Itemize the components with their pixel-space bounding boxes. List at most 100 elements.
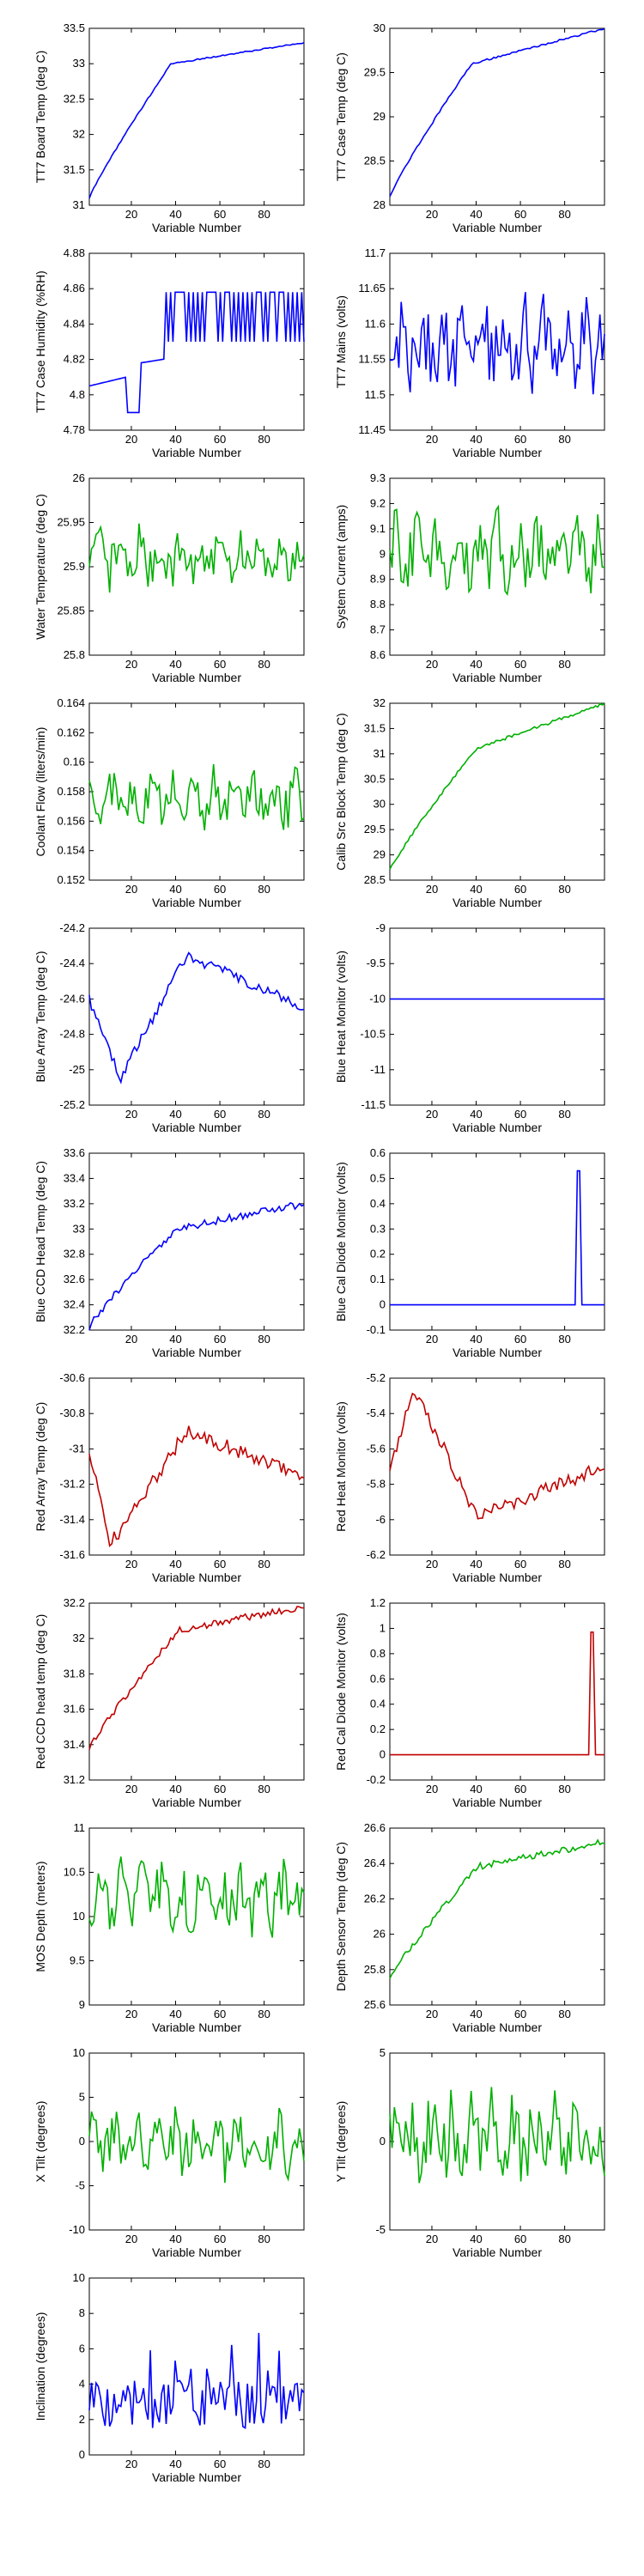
subplot-13: -31.6 -31.4 -31.2 -31 -30.8 -30.6 20 40 60 80 Vari… [33,1371,305,1584]
y-tick-label: 9 [79,1998,85,2011]
x-tick-label: 40 [470,1558,482,1571]
y-axis-label: TT7 Case Humidity (%RH) [33,270,47,413]
x-tick-label: 20 [125,1333,137,1346]
y-tick-label: 31 [374,747,386,760]
x-tick-label: 60 [214,208,226,221]
y-tick-label: -5.8 [367,1478,386,1491]
y-tick-label: 8.8 [370,598,386,611]
x-axis-label: Variable Number [152,2020,241,2034]
series-line [389,504,605,597]
x-axis-label: Variable Number [453,671,542,684]
y-tick-label: 4.86 [64,282,85,295]
y-tick-label: 0.2 [370,1722,386,1735]
y-tick-label: 0.6 [370,1146,386,1159]
axes-box [389,477,605,656]
y-axis-label: TT7 Mains (volts) [334,295,348,388]
x-tick-label: 60 [514,1108,526,1121]
x-tick-label: 40 [470,1333,482,1346]
y-axis-label: Depth Sensor Temp (deg C) [334,1842,348,1991]
subplot-14: -6.2 -6 -5.8 -5.6 -5.4 -5.2 20 40 60 80 Variable N… [334,1371,605,1584]
x-tick-label: 20 [125,433,137,446]
x-tick-label: 60 [514,1783,526,1795]
x-tick-label: 20 [125,1108,137,1121]
subplot-7: 0.152 0.154 0.156 0.158 0.16 0.162 0.164 20 40 60… [33,696,305,909]
subplot-21: 0 2 4 6 8 10 20 40 60 80 Variable Number Inclinatio… [33,2271,305,2484]
x-tick-label: 60 [514,208,526,221]
axes-box [389,1152,605,1331]
y-tick-label: 4 [79,2378,85,2391]
y-tick-label: 29 [374,110,386,123]
subplot-15: 31.2 31.4 31.6 31.8 32 32.2 20 40 60 80 Variable N… [33,1596,305,1809]
x-axis-label: Variable Number [152,671,241,684]
y-tick-label: 30 [374,798,386,811]
y-tick-label: 8.9 [370,573,386,586]
y-tick-label: -25 [69,1063,85,1076]
y-axis-label: MOS Depth (meters) [33,1861,47,1971]
x-tick-label: 40 [470,883,482,896]
x-axis-label: Variable Number [453,2245,542,2259]
y-tick-label: 8.6 [370,648,386,661]
y-tick-label: 0.152 [57,873,85,886]
x-tick-label: 20 [426,208,438,221]
y-tick-label: 26.6 [364,1821,386,1834]
x-axis-label: Variable Number [453,2020,542,2034]
y-tick-label: 0.16 [64,756,85,769]
y-tick-label: -24.8 [59,1028,85,1041]
x-tick-label: 80 [558,1108,570,1121]
y-tick-label: 26 [374,1928,386,1941]
y-tick-label: -10 [369,992,386,1005]
x-axis-label: Variable Number [453,221,542,234]
y-tick-label: -31 [69,1442,85,1455]
y-tick-label: 25.8 [364,1963,386,1976]
y-tick-label: 0.3 [370,1222,386,1235]
y-tick-label: 0.1 [370,1273,386,1285]
series-line [390,1631,605,1756]
x-tick-label: 80 [558,2233,570,2245]
y-tick-label: -11.5 [361,1098,386,1111]
y-tick-label: 8 [79,2306,85,2319]
x-tick-label: 80 [558,1783,570,1795]
x-tick-label: 20 [125,2233,137,2245]
x-tick-label: 80 [558,883,570,896]
series-line [88,41,305,199]
y-axis-label: Inclination (degrees) [33,2312,47,2421]
y-tick-label: 4.8 [70,388,85,401]
y-tick-label: -30.6 [59,1371,85,1384]
series-line [88,1425,305,1547]
x-tick-label: 40 [169,2008,181,2020]
x-tick-label: 80 [258,883,270,896]
x-tick-label: 60 [514,433,526,446]
series-line [390,1170,605,1306]
y-tick-label: 31 [73,198,85,211]
subplot-2: 28 28.5 29 29.5 30 20 40 60 80 Variable Number TT7… [334,21,605,234]
x-tick-label: 20 [125,658,137,671]
y-tick-label: 26.2 [364,1892,386,1905]
y-axis-label: Red CCD head temp (deg C) [33,1614,47,1770]
axes-box [88,1152,305,1331]
y-tick-label: -5.6 [367,1442,386,1455]
x-tick-label: 40 [169,1558,181,1571]
y-tick-label: -6.2 [367,1548,386,1561]
y-tick-label: 25.8 [64,648,85,661]
axes-box [389,1377,605,1556]
x-tick-label: 60 [214,1108,226,1121]
x-tick-label: 20 [426,433,438,446]
axes-box [88,702,305,881]
x-tick-label: 60 [214,2458,226,2470]
y-tick-label: 31.5 [364,721,386,734]
x-tick-label: 40 [169,208,181,221]
series-line [88,951,305,1084]
y-tick-label: 32.2 [64,1596,85,1609]
x-tick-label: 80 [258,2008,270,2020]
y-tick-label: 9 [380,547,386,560]
x-tick-label: 80 [258,208,270,221]
y-tick-label: 9.2 [370,496,386,509]
x-tick-label: 40 [470,658,482,671]
y-tick-label: -6 [375,1513,386,1526]
x-tick-label: 40 [470,433,482,446]
subplot-1: 31 31.5 32 32.5 33 33.5 20 40 60 80 Variable Numbe… [33,21,305,234]
x-tick-label: 60 [514,883,526,896]
y-tick-label: 9.1 [370,522,386,535]
y-tick-label: 33.4 [64,1171,85,1184]
